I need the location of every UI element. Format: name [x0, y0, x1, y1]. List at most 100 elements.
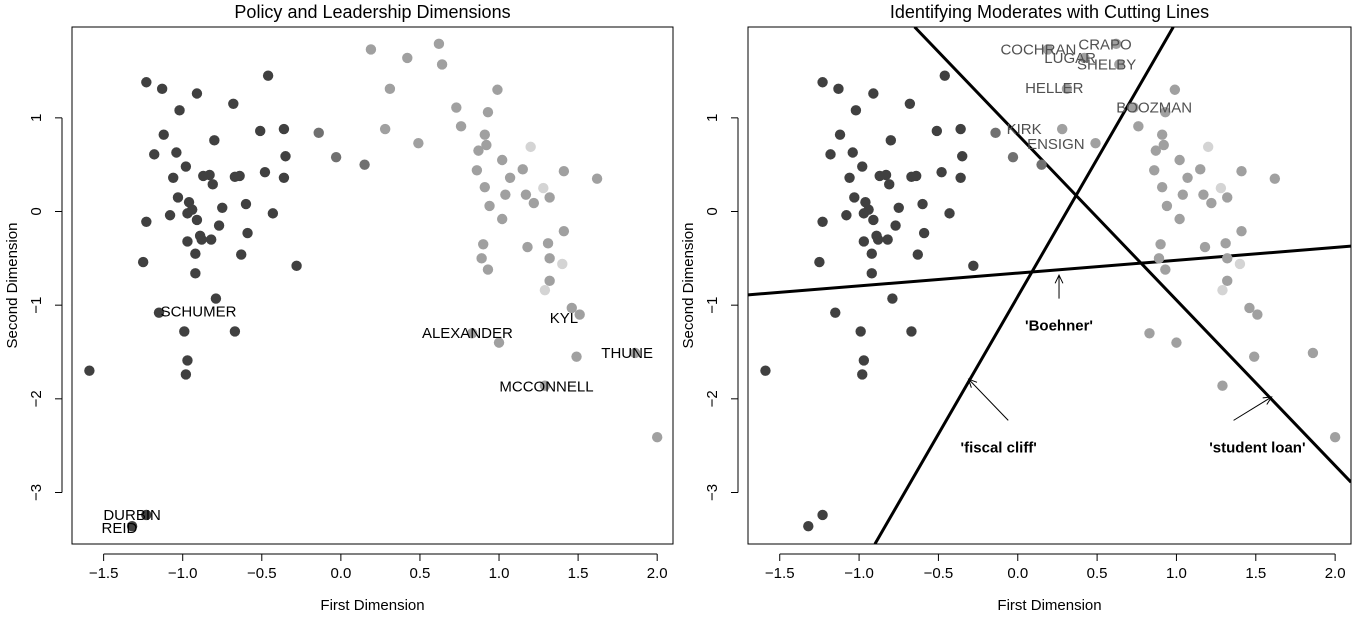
data-point: [1249, 351, 1260, 362]
y-tick-label: 0: [704, 207, 721, 215]
cutting-line-label: 'student loan': [1209, 439, 1305, 456]
data-point: [190, 268, 201, 279]
cutting-line-labels: 'Boehner' 'fiscal cliff' 'student loan': [961, 274, 1306, 456]
senator-label: ALEXANDER: [422, 325, 513, 342]
data-point: [591, 173, 603, 184]
cutting-line: [913, 27, 1351, 484]
data-point: [1171, 337, 1182, 348]
x-axis: −1.5 −1.0 −0.5 0.0 0.5 1.0 1.5 2.0 First Dimensi…: [765, 553, 1346, 614]
data-point: [365, 44, 377, 55]
y-tick-label: −3: [28, 484, 45, 501]
data-point: [1156, 181, 1168, 193]
data-point: [1156, 129, 1168, 140]
y-tick-label: 1: [28, 114, 45, 122]
x-tick-label: 1.0: [489, 565, 510, 582]
data-point: [280, 151, 291, 162]
data-point: [558, 166, 570, 177]
data-point: [544, 192, 555, 203]
data-point: [455, 121, 467, 132]
data-point: [957, 151, 968, 162]
senator-label: DURBIN: [103, 507, 161, 524]
data-point: [872, 234, 884, 245]
senator-label: THUNE: [601, 345, 653, 362]
data-point: [1149, 165, 1160, 176]
data-point: [496, 154, 508, 166]
data-point: [1222, 275, 1233, 287]
data-point: [857, 369, 868, 380]
data-point: [936, 166, 947, 178]
data-point: [141, 216, 152, 228]
data-point: [466, 328, 478, 339]
x-axis-label: First Dimension: [997, 597, 1101, 614]
data-point: [240, 198, 252, 210]
data-points: [84, 38, 663, 532]
y-tick-label: −1: [28, 297, 45, 314]
x-tick-label: 0.5: [1087, 565, 1108, 582]
cutting-line: [873, 27, 1175, 544]
data-point: [479, 129, 490, 140]
data-point: [471, 165, 483, 176]
data-point: [476, 253, 487, 264]
y-axis: −3 −2 −1 0 1 Second Dimension: [680, 114, 739, 501]
data-point: [504, 172, 516, 183]
data-point: [830, 307, 841, 318]
data-point: [213, 220, 225, 231]
data-point: [1169, 84, 1181, 95]
x-tick-label: −1.0: [844, 565, 874, 582]
data-point: [990, 127, 1001, 139]
data-point: [1217, 284, 1228, 296]
data-point: [191, 214, 203, 226]
senator-label: SHELBY: [1077, 56, 1136, 73]
data-point: [182, 208, 193, 219]
senator-label: KIRK: [1007, 121, 1042, 138]
data-point: [242, 227, 253, 239]
data-point: [1133, 121, 1144, 132]
plot-frame: [71, 26, 674, 545]
data-point: [153, 307, 165, 318]
data-point: [478, 239, 489, 250]
data-point: [473, 145, 484, 156]
data-point: [379, 123, 391, 135]
data-point: [1182, 172, 1193, 183]
data-point: [1174, 154, 1185, 166]
senator-labels: SCHUMER ALEXANDER KYL THUNE MCCONNELL DURBINR…: [102, 304, 653, 537]
data-point: [330, 151, 342, 163]
data-point: [158, 129, 169, 140]
data-point: [1252, 309, 1263, 320]
data-point: [904, 98, 916, 110]
cutting-lines: [748, 27, 1351, 544]
data-point: [482, 107, 494, 118]
x-tick-label: 1.0: [1166, 565, 1187, 582]
y-tick-label: 1: [704, 114, 721, 122]
y-tick-label: 0: [28, 207, 45, 215]
data-point: [1269, 173, 1281, 184]
data-point: [880, 169, 892, 181]
data-point: [911, 170, 922, 182]
data-point: [1177, 189, 1188, 200]
label-arrowhead: [1262, 396, 1273, 405]
data-point: [171, 147, 182, 158]
data-point: [1198, 189, 1209, 200]
data-point: [291, 260, 302, 272]
data-point: [538, 182, 549, 194]
data-point: [182, 355, 193, 366]
senator-label: KYL: [550, 310, 578, 327]
data-point: [803, 521, 814, 532]
senator-label: ENSIGN: [1027, 136, 1085, 153]
data-point: [1036, 159, 1047, 170]
data-point: [525, 141, 536, 153]
data-point: [141, 77, 152, 88]
data-point: [887, 293, 898, 304]
data-point: [857, 161, 868, 172]
data-point: [849, 192, 860, 203]
data-point: [850, 105, 862, 116]
data-point: [1007, 151, 1019, 163]
data-point: [858, 236, 870, 247]
data-point: [1234, 258, 1246, 270]
data-point: [817, 77, 828, 88]
data-point: [917, 198, 928, 210]
data-point: [484, 200, 495, 212]
data-point: [544, 253, 555, 264]
